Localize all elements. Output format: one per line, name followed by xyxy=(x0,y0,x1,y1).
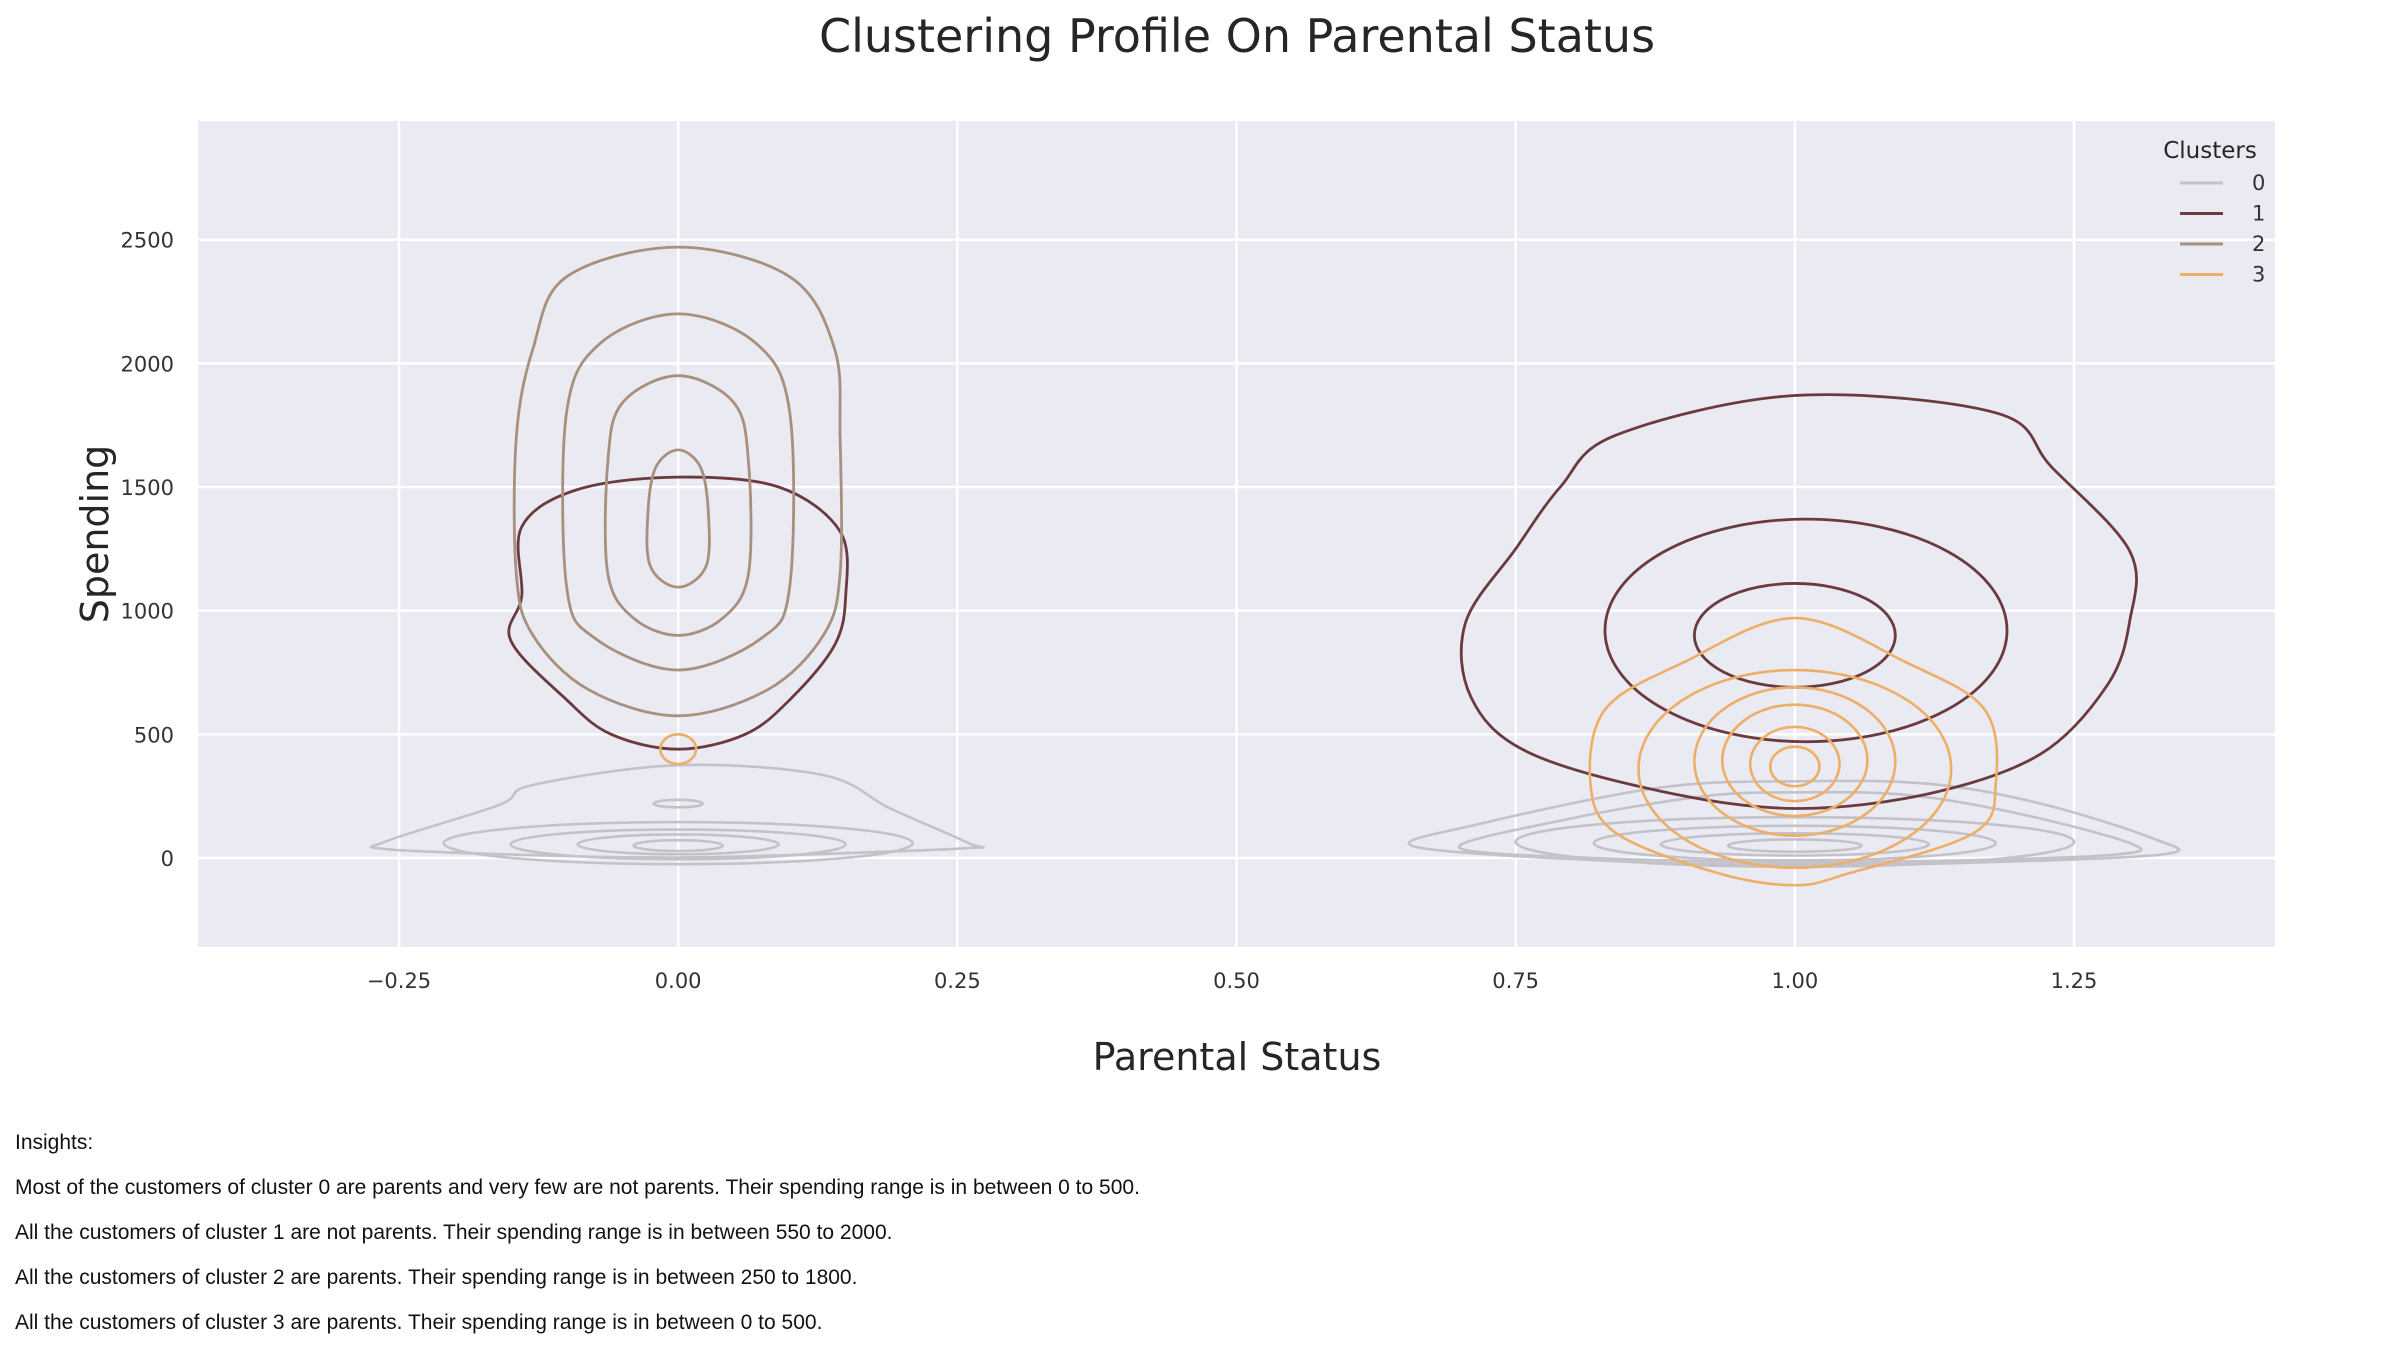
contour-line xyxy=(1592,824,1998,862)
legend: Clusters 0 1 2 3 xyxy=(2163,138,2265,287)
y-tick-label: 1500 xyxy=(121,476,174,500)
x-tick-label: 1.00 xyxy=(1771,969,1818,993)
x-tick-label: 0.75 xyxy=(1492,969,1539,993)
legend-label: 0 xyxy=(2252,171,2265,195)
contour-line xyxy=(1588,616,1999,887)
legend-label: 1 xyxy=(2252,202,2265,226)
y-tick-label: 2000 xyxy=(121,352,174,376)
chart-title: Clustering Profile On Parental Status xyxy=(819,9,1655,63)
contour-layer xyxy=(369,245,2181,887)
y-axis-label: Spending xyxy=(73,445,117,624)
contour-line xyxy=(1459,393,2138,810)
contour-line xyxy=(603,374,753,637)
y-tick-label: 1000 xyxy=(121,600,174,624)
contour-line xyxy=(512,245,843,718)
x-tick-label: 0.00 xyxy=(655,969,702,993)
insight-line: All the customers of cluster 1 are not p… xyxy=(15,1221,893,1244)
x-tick-label: −0.25 xyxy=(367,969,431,993)
insights-heading: Insights: xyxy=(15,1131,94,1154)
insight-line: Most of the customers of cluster 0 are p… xyxy=(15,1176,1140,1199)
contour-line xyxy=(1720,703,1869,818)
insights-panel: Insights: Most of the customers of clust… xyxy=(15,1130,2315,1355)
cluster-3-contours xyxy=(659,616,1999,887)
x-tick-label: 0.25 xyxy=(934,969,981,993)
contour-line xyxy=(1748,725,1841,803)
x-axis-label: Parental Status xyxy=(1093,1035,1382,1079)
contour-line xyxy=(1407,779,2181,866)
legend-label: 2 xyxy=(2252,232,2265,256)
grid-lines xyxy=(198,121,2275,947)
contour-line xyxy=(1768,745,1821,788)
y-tick-label: 2500 xyxy=(121,229,174,253)
contour-line xyxy=(1637,668,1953,870)
contour-line xyxy=(561,312,796,672)
contour-line xyxy=(442,820,914,866)
contour-line xyxy=(1659,831,1931,857)
cluster-0-contours xyxy=(369,763,2181,868)
cluster-2-contours xyxy=(512,245,843,718)
contour-line xyxy=(632,838,725,853)
x-tick-labels: −0.25 0.00 0.25 0.50 0.75 1.00 1.25 xyxy=(367,969,2098,993)
y-tick-label: 0 xyxy=(161,847,174,871)
contour-line xyxy=(1726,838,1864,854)
x-tick-label: 0.50 xyxy=(1213,969,1260,993)
contour-line xyxy=(659,733,698,766)
kde-contour-chart: Clustering Profile On Parental Status −0… xyxy=(73,9,2275,1079)
contour-line xyxy=(652,798,705,809)
y-tick-labels: 0 500 1000 1500 2000 2500 xyxy=(121,229,174,871)
contour-line xyxy=(1603,517,2009,744)
contour-line xyxy=(576,833,780,856)
insight-line: All the customers of cluster 2 are paren… xyxy=(15,1266,858,1289)
contour-line xyxy=(1693,686,1897,838)
insight-line: All the customers of cluster 3 are paren… xyxy=(15,1311,823,1334)
legend-title: Clusters xyxy=(2163,138,2257,164)
y-tick-label: 500 xyxy=(134,723,174,747)
contour-line xyxy=(645,448,711,589)
legend-label: 3 xyxy=(2252,263,2265,287)
contour-line xyxy=(509,828,847,861)
x-tick-label: 1.25 xyxy=(2051,969,2098,993)
